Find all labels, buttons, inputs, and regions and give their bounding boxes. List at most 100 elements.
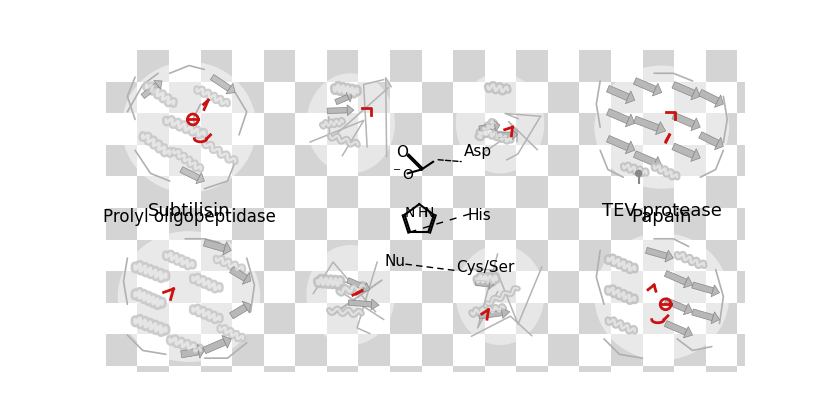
Bar	[264, 82, 295, 113]
Bar	[769, 176, 800, 208]
Bar	[579, 366, 611, 398]
Bar	[295, 240, 327, 271]
Bar	[516, 334, 548, 366]
Bar	[232, 334, 264, 366]
Bar	[737, 50, 769, 82]
Bar	[359, 176, 390, 208]
Bar	[201, 176, 232, 208]
Bar	[359, 50, 390, 82]
Bar	[232, 398, 264, 418]
Bar	[674, 398, 706, 418]
Bar	[201, 82, 232, 113]
Bar	[422, 240, 453, 271]
Bar	[516, 176, 548, 208]
Bar	[169, 145, 201, 176]
Bar	[516, 271, 548, 303]
Bar	[737, 398, 769, 418]
Bar	[453, 271, 485, 303]
Bar	[390, 303, 422, 334]
Bar	[169, 50, 201, 82]
Polygon shape	[656, 122, 666, 135]
Bar	[138, 271, 169, 303]
Polygon shape	[691, 149, 701, 161]
Circle shape	[636, 170, 642, 176]
Bar	[327, 176, 359, 208]
Ellipse shape	[594, 233, 729, 360]
Bar	[453, 50, 485, 82]
Bar	[485, 303, 516, 334]
Polygon shape	[683, 276, 692, 288]
Bar	[579, 334, 611, 366]
Bar	[611, 271, 642, 303]
Bar	[611, 176, 642, 208]
Bar	[359, 398, 390, 418]
Polygon shape	[633, 151, 657, 166]
Polygon shape	[691, 118, 701, 131]
Polygon shape	[334, 94, 349, 104]
Bar	[264, 398, 295, 418]
Text: H: H	[417, 206, 428, 220]
Bar	[390, 271, 422, 303]
Bar	[138, 176, 169, 208]
Bar	[706, 366, 737, 398]
Polygon shape	[683, 303, 692, 315]
Text: Subtilisin: Subtilisin	[148, 202, 230, 220]
Bar	[295, 366, 327, 398]
Text: Nu: Nu	[384, 255, 405, 270]
Bar	[106, 50, 138, 82]
Bar	[769, 271, 800, 303]
Polygon shape	[699, 132, 719, 147]
Polygon shape	[181, 348, 199, 358]
Bar	[390, 145, 422, 176]
Bar	[232, 208, 264, 240]
Bar	[548, 113, 579, 145]
Bar	[422, 113, 453, 145]
Bar	[232, 271, 264, 303]
Bar	[579, 176, 611, 208]
Bar	[264, 366, 295, 398]
Bar	[295, 82, 327, 113]
Bar	[359, 271, 390, 303]
Bar	[548, 334, 579, 366]
Bar	[737, 334, 769, 366]
Polygon shape	[633, 78, 657, 93]
Polygon shape	[633, 116, 659, 131]
Bar	[327, 398, 359, 418]
Ellipse shape	[122, 62, 256, 193]
Bar	[611, 113, 642, 145]
Bar	[737, 145, 769, 176]
Polygon shape	[665, 250, 673, 262]
Bar	[295, 145, 327, 176]
Bar	[201, 271, 232, 303]
Bar	[453, 398, 485, 418]
Bar	[611, 50, 642, 82]
Bar	[390, 366, 422, 398]
Polygon shape	[371, 299, 379, 310]
Bar	[295, 271, 327, 303]
Bar	[138, 50, 169, 82]
Bar	[548, 366, 579, 398]
Ellipse shape	[306, 245, 395, 345]
Polygon shape	[711, 312, 720, 324]
Polygon shape	[625, 91, 635, 104]
Bar	[674, 176, 706, 208]
Bar	[769, 50, 800, 82]
Text: N: N	[405, 206, 415, 220]
Bar	[327, 366, 359, 398]
Bar	[106, 240, 138, 271]
Bar	[485, 82, 516, 113]
Bar	[769, 240, 800, 271]
Bar	[674, 271, 706, 303]
Bar	[485, 50, 516, 82]
Bar	[422, 208, 453, 240]
Bar	[201, 113, 232, 145]
Bar	[169, 82, 201, 113]
Bar	[232, 145, 264, 176]
Polygon shape	[180, 167, 200, 181]
Polygon shape	[349, 300, 372, 307]
Bar	[169, 271, 201, 303]
Bar	[169, 334, 201, 366]
Polygon shape	[347, 278, 365, 290]
Text: N: N	[423, 206, 433, 220]
Bar	[390, 208, 422, 240]
